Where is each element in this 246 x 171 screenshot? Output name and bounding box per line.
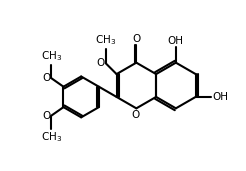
Text: O: O xyxy=(132,110,140,120)
Text: OH: OH xyxy=(168,36,184,46)
Text: CH$_3$: CH$_3$ xyxy=(95,33,116,47)
Text: CH$_3$: CH$_3$ xyxy=(41,131,62,144)
Text: CH$_3$: CH$_3$ xyxy=(41,49,62,63)
Text: OH: OH xyxy=(213,92,229,102)
Text: O: O xyxy=(132,34,140,44)
Text: O: O xyxy=(42,110,50,121)
Text: O: O xyxy=(96,58,105,68)
Text: O: O xyxy=(42,73,50,83)
